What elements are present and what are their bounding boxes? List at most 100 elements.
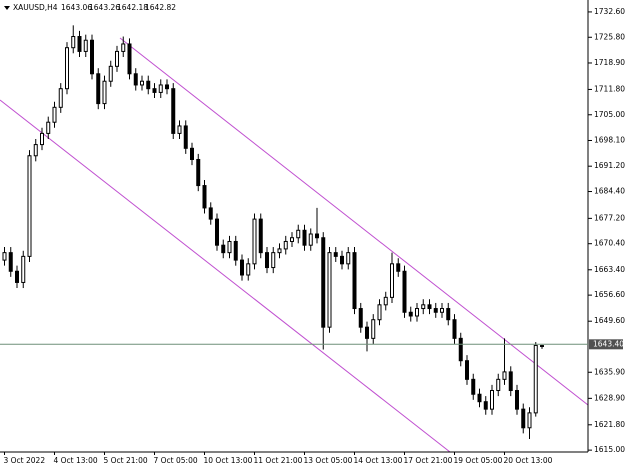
- bar-low: 1642.18: [117, 3, 148, 12]
- x-tick-label: 5 Oct 21:00: [104, 456, 148, 465]
- candle-body: [452, 319, 457, 339]
- candle-body: [490, 390, 494, 410]
- candle-body: [40, 132, 44, 146]
- candle-body: [540, 345, 544, 347]
- x-tick-label: 7 Oct 05:00: [154, 456, 198, 465]
- bar-close: 1642.82: [145, 3, 176, 12]
- bar-high: 1643.26: [89, 3, 120, 12]
- candle-body: [396, 263, 401, 272]
- y-tick-label: 1615.00: [594, 445, 625, 454]
- candle-body: [483, 401, 488, 410]
- candle-body: [371, 319, 376, 339]
- candle-body: [346, 252, 351, 265]
- candle-body: [140, 80, 144, 86]
- candle-body: [133, 73, 138, 86]
- candle-body: [446, 308, 451, 321]
- y-tick-label: 1656.60: [594, 290, 625, 299]
- x-tick-label: 4 Oct 13:00: [54, 456, 98, 465]
- y-tick-label: 1621.80: [594, 420, 625, 429]
- candle-body: [102, 80, 107, 105]
- candle-body: [165, 84, 169, 90]
- candle-body: [277, 248, 282, 254]
- candle-body: [415, 308, 419, 317]
- candle-body: [508, 371, 513, 392]
- candle-body: [252, 218, 257, 265]
- candle-body: [152, 88, 157, 93]
- candle-body: [315, 233, 319, 239]
- candle-body: [158, 84, 163, 93]
- candle-body: [265, 252, 269, 269]
- x-tick-label: 13 Oct 05:00: [304, 456, 353, 465]
- current-price-label: 1643.40: [593, 339, 624, 348]
- candle-body: [227, 240, 232, 254]
- candle-body: [302, 229, 307, 246]
- y-tick-label: 1670.40: [594, 239, 625, 248]
- y-tick-label: 1705.00: [594, 110, 625, 119]
- candle-body: [221, 244, 226, 254]
- candle-body: [308, 233, 313, 246]
- y-tick-label: 1684.40: [594, 187, 625, 196]
- candle-body: [527, 412, 532, 429]
- y-tick-label: 1718.90: [594, 58, 625, 67]
- candle-body: [440, 308, 444, 313]
- candle-body: [171, 88, 176, 134]
- y-tick-label: 1628.90: [594, 393, 625, 402]
- candle-body: [333, 252, 338, 257]
- candle-body: [465, 360, 469, 380]
- candle-body: [421, 304, 426, 310]
- y-tick-label: 1698.10: [594, 135, 625, 144]
- candle-body: [115, 50, 119, 67]
- candle-body: [177, 125, 182, 134]
- menu-arrow: [4, 6, 10, 10]
- candle-body: [271, 252, 276, 269]
- candle-body: [127, 43, 132, 75]
- candle-body: [340, 255, 344, 265]
- x-tick-label: 3 Oct 2022: [4, 456, 46, 465]
- candle-body: [296, 229, 301, 239]
- candle-body: [352, 252, 357, 310]
- candle-body: [77, 36, 82, 52]
- candle-body: [146, 80, 151, 90]
- candle-body: [215, 218, 219, 246]
- candle-body: [202, 185, 207, 209]
- candle-body: [240, 259, 244, 276]
- current-price-box: [589, 339, 623, 350]
- candle-body: [190, 147, 194, 160]
- candle-body: [402, 270, 407, 313]
- candle-body: [458, 337, 463, 362]
- x-tick-label: 20 Oct 13:00: [504, 456, 553, 465]
- candle-body: [208, 207, 213, 220]
- x-tick-label: 11 Oct 21:00: [254, 456, 303, 465]
- x-tick-label: 14 Oct 13:00: [354, 456, 403, 465]
- candle-body: [90, 39, 94, 75]
- y-tick-label: 1711.80: [594, 84, 625, 93]
- candle-body: [108, 65, 113, 82]
- candle-body: [377, 304, 382, 321]
- candle-body: [121, 43, 126, 52]
- candle-body: [515, 390, 519, 410]
- candle-body: [408, 311, 413, 317]
- candle-body: [477, 393, 482, 403]
- candle-body: [327, 252, 332, 328]
- y-tick-label: 1732.60: [594, 7, 625, 16]
- candle-body: [471, 378, 476, 395]
- x-tick-label: 17 Oct 21:00: [404, 456, 453, 465]
- candle-body: [246, 263, 251, 276]
- candle-body: [427, 304, 432, 310]
- candle-body: [258, 218, 263, 254]
- y-tick-label: 1635.90: [594, 367, 625, 376]
- candle-body: [2, 252, 7, 261]
- y-tick-label: 1677.20: [594, 213, 625, 222]
- bar-open: 1643.06: [61, 3, 92, 12]
- candle-body: [496, 378, 501, 392]
- candle-body: [358, 308, 363, 328]
- candle-body: [196, 158, 201, 187]
- candle-body: [33, 144, 38, 157]
- candle-body: [365, 326, 369, 339]
- y-tick-label: 1649.60: [594, 316, 625, 325]
- candle-body: [27, 155, 32, 257]
- candle-body: [283, 240, 288, 250]
- x-tick-label: 10 Oct 13:00: [204, 456, 253, 465]
